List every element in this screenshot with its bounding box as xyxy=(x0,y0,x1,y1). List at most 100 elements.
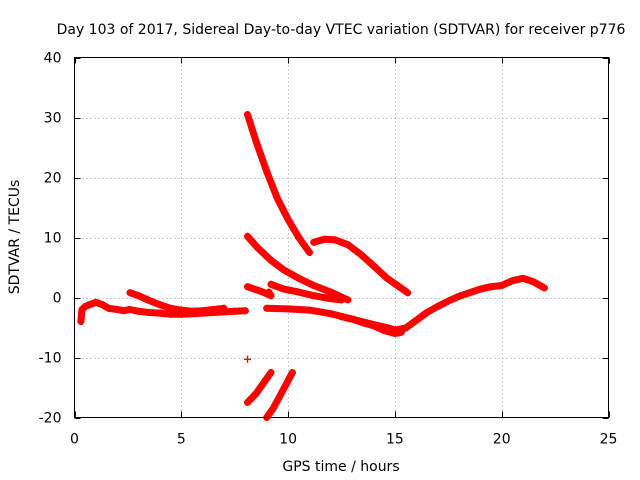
series-arc-7 xyxy=(267,280,345,304)
x-tick-label: 25 xyxy=(600,432,618,448)
series-arc-11 xyxy=(263,369,296,421)
x-tick-label: 15 xyxy=(386,432,404,448)
series-arc-5 xyxy=(244,232,352,304)
series-arc-10 xyxy=(244,369,275,406)
data-point-marker xyxy=(357,250,365,258)
y-tick-label: 20 xyxy=(44,171,62,187)
data-point-marker xyxy=(252,286,260,294)
data-point-marker xyxy=(508,277,516,285)
data-point-marker xyxy=(370,322,378,330)
data-point-marker xyxy=(348,315,356,323)
data-point-marker xyxy=(265,288,273,296)
y-tick-label: 10 xyxy=(44,231,62,247)
x-tick-label: 10 xyxy=(279,432,297,448)
data-point-marker xyxy=(244,111,252,118)
data-point-marker xyxy=(338,313,345,321)
plot-frame xyxy=(74,57,609,418)
data-point-marker xyxy=(267,256,275,264)
data-point-marker xyxy=(273,195,281,202)
data-point-marker xyxy=(382,274,390,282)
data-point-marker xyxy=(344,296,352,304)
data-point-marker xyxy=(280,266,288,274)
data-point-marker xyxy=(404,289,412,297)
y-tick-label: -20 xyxy=(39,411,62,427)
data-point-marker xyxy=(380,327,388,334)
chart-title: Day 103 of 2017, Sidereal Day-to-day VTE… xyxy=(57,22,626,38)
data-point-marker xyxy=(288,369,296,376)
data-point-marker xyxy=(177,306,185,314)
data-point-marker xyxy=(402,324,410,332)
series-arc-4 xyxy=(310,235,412,297)
data-point-marker xyxy=(167,310,175,318)
data-point-marker xyxy=(282,381,290,388)
data-point-marker xyxy=(263,304,271,312)
data-point-marker xyxy=(252,390,260,397)
y-tick-label: 0 xyxy=(53,291,62,307)
data-point-marker xyxy=(370,262,378,270)
data-point-marker xyxy=(252,138,260,145)
data-point-marker xyxy=(276,393,284,400)
data-point-marker xyxy=(135,307,143,315)
data-point-marker xyxy=(81,303,89,310)
data-point-marker xyxy=(466,289,474,297)
data-point-marker xyxy=(455,292,463,300)
data-point-marker xyxy=(85,301,93,309)
data-point-marker xyxy=(395,283,403,291)
data-series xyxy=(77,111,548,421)
data-point-marker xyxy=(295,234,303,241)
data-point-marker xyxy=(327,310,335,318)
data-point-marker xyxy=(412,316,420,324)
data-point-marker xyxy=(105,304,113,312)
data-point-marker xyxy=(241,307,249,315)
x-tick-label: 0 xyxy=(70,432,79,448)
data-point-marker xyxy=(77,318,85,325)
y-tick-label: 30 xyxy=(44,111,62,127)
data-point-marker xyxy=(327,288,335,296)
data-point-marker xyxy=(244,283,252,291)
data-point-marker xyxy=(344,241,352,249)
data-point-marker xyxy=(113,306,121,313)
data-point-marker xyxy=(338,296,345,304)
data-point-marker xyxy=(305,249,313,256)
data-point-marker xyxy=(145,309,153,316)
data-point-marker xyxy=(267,292,275,300)
data-point-marker xyxy=(92,298,100,306)
data-point-marker xyxy=(209,306,217,313)
data-point-marker xyxy=(199,307,207,315)
data-point-marker xyxy=(220,304,228,312)
data-point-marker xyxy=(263,168,271,175)
data-point-marker xyxy=(320,235,328,243)
data-point-marker xyxy=(397,328,405,336)
data-point-marker xyxy=(434,303,442,310)
y-axis-label: SDTVAR / TECUs xyxy=(7,180,23,295)
series-isolated-point xyxy=(244,355,252,363)
axis-ticks: 0 5 10 15 20 25 -20 -10 0 10 20 30 40 xyxy=(39,51,618,448)
data-point-marker xyxy=(284,216,292,223)
data-point-marker xyxy=(444,297,452,305)
data-point-marker xyxy=(310,282,318,289)
data-point-marker xyxy=(519,274,527,282)
x-tick-label: 5 xyxy=(177,432,186,448)
data-point-marker xyxy=(391,330,399,337)
data-point-marker xyxy=(498,282,506,289)
data-point-marker xyxy=(135,292,143,300)
data-point-marker xyxy=(156,309,164,317)
data-point-marker xyxy=(280,285,288,293)
data-point-marker xyxy=(476,285,484,293)
series-arc-2 xyxy=(126,289,228,315)
data-point-marker xyxy=(145,297,153,304)
data-point-marker xyxy=(231,307,239,315)
data-point-marker xyxy=(156,301,164,309)
data-point-marker xyxy=(261,378,269,385)
data-point-marker xyxy=(327,295,335,303)
data-point-marker xyxy=(244,399,252,406)
series-line-arc-2 xyxy=(126,289,228,315)
data-point-marker xyxy=(295,274,303,282)
x-axis-label: GPS time / hours xyxy=(282,459,399,475)
data-point-marker xyxy=(167,304,175,312)
data-point-marker xyxy=(254,244,262,252)
series-line-arc-10 xyxy=(244,369,275,406)
data-point-marker xyxy=(269,405,277,412)
